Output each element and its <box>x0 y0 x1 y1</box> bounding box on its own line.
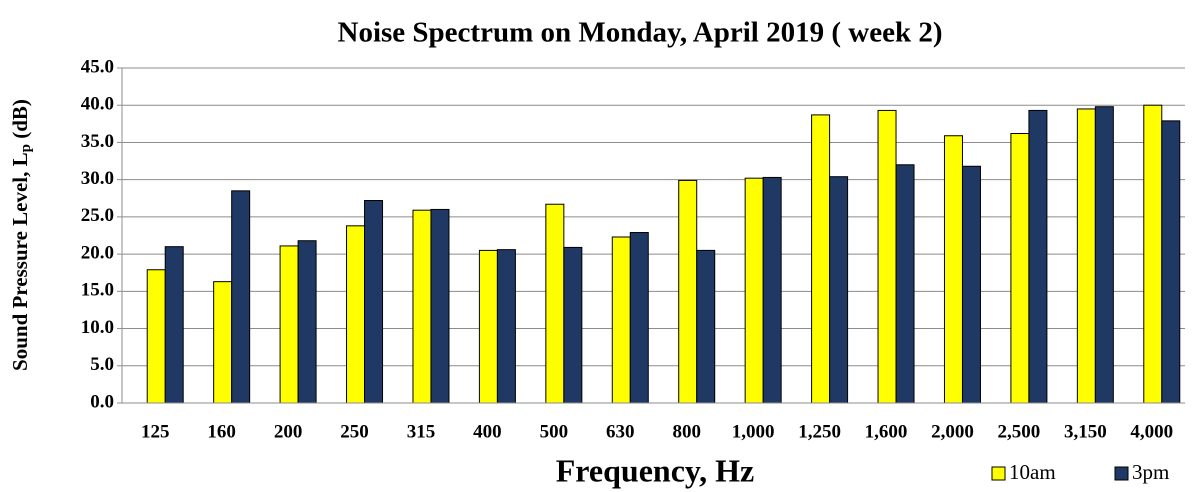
y-axis-title-text: Sound Pressure Level, L <box>8 152 32 371</box>
bar <box>961 165 981 404</box>
x-tick-label: 400 <box>473 421 502 442</box>
bar <box>164 246 184 404</box>
x-tick-label: 315 <box>407 421 436 442</box>
legend-swatch <box>1114 466 1129 481</box>
x-tick-label: 1,600 <box>865 421 908 442</box>
bar <box>146 269 166 404</box>
bar <box>412 209 432 404</box>
bar <box>611 236 631 404</box>
bar <box>696 249 716 404</box>
y-tick-label: 15.0 <box>81 280 114 301</box>
bar <box>430 208 450 404</box>
bar <box>1010 133 1030 404</box>
bar <box>1143 104 1163 404</box>
bar <box>231 190 251 404</box>
y-tick-label: 25.0 <box>81 205 114 226</box>
bar <box>678 179 698 404</box>
x-tick-label: 630 <box>606 421 635 442</box>
bar <box>1094 106 1114 404</box>
legend-label: 10am <box>1009 460 1056 484</box>
bar <box>943 135 963 404</box>
y-tick-label: 0.0 <box>90 391 114 412</box>
bar <box>1076 108 1096 404</box>
y-tick-label: 40.0 <box>81 94 114 115</box>
x-tick-label: 250 <box>340 421 369 442</box>
chart-title: Noise Spectrum on Monday, April 2019 ( w… <box>338 17 943 49</box>
bar <box>829 176 849 404</box>
bar <box>545 203 565 404</box>
bar <box>877 109 897 404</box>
bar <box>213 281 233 404</box>
bar <box>762 176 782 404</box>
x-tick-label: 200 <box>274 421 303 442</box>
x-tick-label: 160 <box>207 421 236 442</box>
y-tick-label: 10.0 <box>81 317 114 338</box>
x-tick-label: 800 <box>672 421 701 442</box>
bar <box>346 225 366 404</box>
y-axis-title-subscript: p <box>18 144 34 152</box>
bar <box>478 249 498 404</box>
y-tick-label: 30.0 <box>81 168 114 189</box>
y-tick-label: 45.0 <box>81 56 114 77</box>
bar <box>744 177 764 404</box>
x-tick-label: 2,500 <box>998 421 1041 442</box>
y-axis-title-suffix: (dB) <box>8 99 32 144</box>
bar <box>364 200 384 404</box>
bar <box>895 164 915 404</box>
x-tick-label: 125 <box>141 421 170 442</box>
x-tick-label: 1,000 <box>732 421 775 442</box>
bar <box>629 232 649 404</box>
y-tick-label: 5.0 <box>90 354 114 375</box>
bar <box>1028 109 1048 404</box>
x-tick-label: 3,150 <box>1064 421 1107 442</box>
bar <box>1161 120 1181 404</box>
legend-swatch <box>991 466 1006 481</box>
x-tick-label: 500 <box>540 421 569 442</box>
bar <box>279 245 299 404</box>
x-axis-title: Frequency, Hz <box>556 452 755 488</box>
x-tick-label: 4,000 <box>1130 421 1173 442</box>
bar <box>563 246 583 404</box>
y-tick-label: 20.0 <box>81 242 114 263</box>
bar <box>297 240 317 404</box>
x-tick-label: 2,000 <box>931 421 974 442</box>
legend-label: 3pm <box>1132 460 1169 484</box>
bar <box>811 114 831 404</box>
y-axis-title: Sound Pressure Level, Lp (dB) <box>8 99 35 371</box>
bar <box>496 249 516 404</box>
x-tick-label: 1,250 <box>798 421 841 442</box>
y-tick-label: 35.0 <box>81 131 114 152</box>
